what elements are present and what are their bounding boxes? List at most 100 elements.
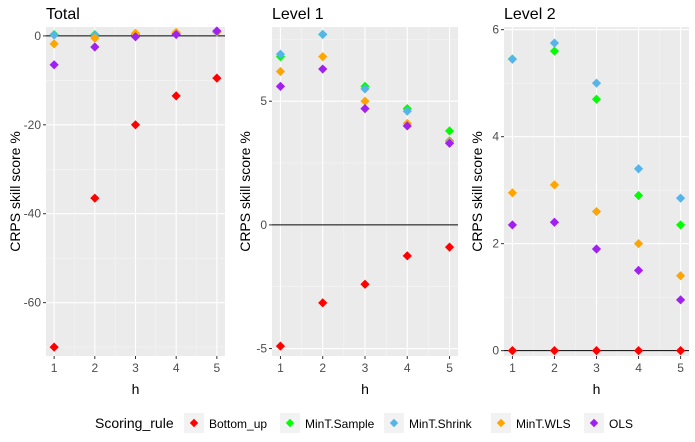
x-tick-label: 3: [593, 361, 600, 375]
data-point-mint-sample-h5: [444, 126, 455, 136]
data-point-mint-shrink-h2: [549, 38, 560, 48]
data-point-ols-h2: [549, 217, 560, 227]
data-point-mint-wls-h3: [360, 96, 370, 106]
series-mint-wls: [507, 180, 686, 281]
legend-label: MinT.WLS: [516, 417, 571, 431]
panel-title: Level 2: [504, 6, 556, 23]
y-tick-label: 0: [260, 218, 267, 232]
data-point-mint-sample-h3: [591, 94, 602, 104]
data-point-ols-h1: [507, 220, 518, 230]
data-point-mint-wls-h2: [90, 33, 100, 43]
x-axis-title: h: [361, 381, 369, 397]
data-point-mint-sample-h2: [549, 46, 560, 56]
data-point-ols-h1: [275, 81, 286, 91]
data-point-bottom-up-h5: [444, 242, 455, 252]
y-tick-label: 0: [492, 344, 499, 358]
panel-title: Total: [46, 6, 80, 23]
x-tick-label: 3: [362, 361, 369, 375]
legend-title: Scoring_rule: [95, 415, 174, 431]
data-point-ols-h3: [130, 32, 141, 42]
series-bottom-up: [507, 346, 686, 356]
data-point-bottom-up-h4: [171, 91, 181, 101]
data-point-mint-sample-h5: [675, 220, 686, 230]
y-tick-label: 4: [492, 130, 499, 144]
data-point-ols-h4: [171, 29, 181, 40]
x-tick-label: 4: [173, 361, 180, 375]
data-point-mint-shrink-h1: [49, 30, 59, 40]
data-point-mint-shrink-h3: [591, 78, 602, 88]
data-point-bottom-up-h5: [675, 346, 686, 356]
data-point-ols-h1: [49, 60, 59, 70]
legend-entry-mint-wls: MinT.WLS: [491, 413, 571, 433]
series-bottom-up: [49, 73, 222, 352]
data-point-mint-wls-h5: [675, 271, 686, 281]
data-point-bottom-up-h1: [49, 342, 59, 352]
legend-label: MinT.Sample: [305, 417, 375, 431]
data-point-bottom-up-h3: [591, 346, 602, 356]
legend-marker-mint-sample: [285, 418, 295, 428]
series-ols: [49, 26, 222, 70]
x-tick-label: 5: [446, 361, 453, 375]
y-axis-title: CRPS skill score %: [237, 131, 253, 252]
y-axis-title: CRPS skill score %: [469, 131, 485, 252]
legend-label: Bottom_up: [209, 417, 267, 431]
data-point-mint-shrink-h4: [633, 164, 644, 174]
series-ols: [275, 64, 455, 148]
data-point-ols-h4: [402, 121, 412, 131]
y-axis-title: CRPS skill score %: [7, 131, 23, 252]
data-point-mint-shrink-h1: [275, 49, 286, 59]
data-point-bottom-up-h4: [633, 346, 644, 356]
data-point-bottom-up-h1: [507, 346, 518, 356]
data-point-mint-wls-h2: [549, 180, 560, 190]
x-tick-label: 1: [509, 361, 516, 375]
legend-marker-bottom-up: [189, 418, 199, 428]
data-point-ols-h3: [360, 104, 370, 114]
data-point-ols-h5: [212, 26, 222, 36]
panel-level-1: -5 0 5 1 2 3 4 5 Level 1 h CRPS skill score %: [237, 6, 458, 397]
legend: Scoring_rule Bottom_up MinT.Sample MinT.Shr…: [95, 413, 633, 433]
data-point-mint-sample-h4: [633, 190, 644, 201]
data-point-bottom-up-h5: [212, 73, 222, 83]
data-point-mint-wls-h1: [275, 66, 286, 77]
data-point-mint-shrink-h1: [507, 54, 518, 64]
legend-label: OLS: [609, 417, 633, 431]
data-point-bottom-up-h3: [360, 279, 370, 289]
data-point-ols-h3: [591, 244, 602, 254]
x-tick-label: 1: [51, 361, 58, 375]
x-tick-label: 4: [404, 361, 411, 375]
data-point-mint-shrink-h3: [360, 84, 370, 94]
y-tick-label: -60: [24, 296, 42, 310]
series-bottom-up: [275, 242, 455, 351]
series-ols: [507, 217, 686, 305]
x-axis-title: h: [593, 381, 601, 397]
data-point-bottom-up-h2: [318, 298, 328, 308]
data-point-ols-h2: [90, 42, 100, 52]
x-tick-label: 5: [677, 361, 684, 375]
y-tick-label: 0: [34, 29, 41, 43]
y-tick-label: 2: [492, 237, 499, 251]
x-tick-label: 2: [91, 361, 98, 375]
data-point-mint-shrink-h5: [675, 193, 686, 203]
data-point-mint-shrink-h4: [402, 106, 412, 116]
panel-level-2: 0 2 4 6 1 2 3 4 5 Level 2 h CRPS skill score %: [469, 6, 689, 397]
panel-total: 0 -20 -40 -60 1 2 3 4 5 Total h CRPS skill score %: [7, 6, 225, 397]
data-point-bottom-up-h3: [130, 120, 141, 130]
y-tick-label: -40: [24, 207, 42, 221]
legend-marker-ols: [589, 418, 599, 428]
data-point-bottom-up-h2: [549, 346, 560, 356]
data-point-mint-wls-h1: [49, 39, 59, 49]
legend-entry-bottom-up: Bottom_up: [184, 413, 267, 433]
data-point-ols-h4: [633, 265, 644, 276]
series-mint-shrink: [507, 38, 686, 203]
x-axis-title: h: [132, 381, 140, 397]
legend-entry-mint-sample: MinT.Sample: [280, 413, 375, 433]
panel-title: Level 1: [272, 6, 324, 23]
y-tick-label: 6: [492, 23, 499, 37]
y-tick-label: -20: [24, 118, 42, 132]
x-tick-label: 4: [635, 361, 642, 375]
data-point-bottom-up-h2: [90, 193, 100, 203]
legend-label: MinT.Shrink: [409, 417, 473, 431]
data-point-ols-h5: [444, 138, 455, 148]
x-tick-label: 5: [214, 361, 221, 375]
x-tick-label: 3: [132, 361, 139, 375]
